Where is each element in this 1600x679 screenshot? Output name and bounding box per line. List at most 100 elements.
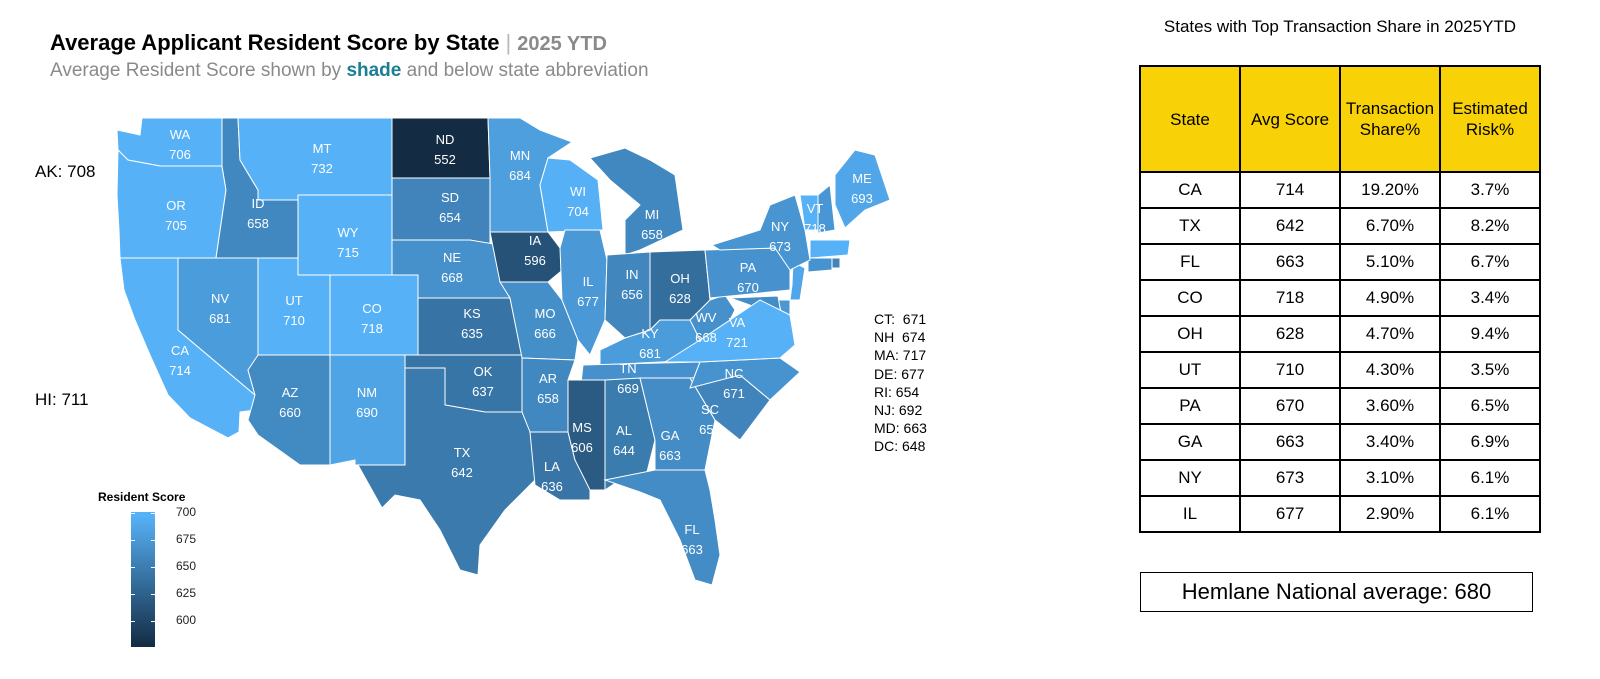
header-avg-score: Avg Score — [1239, 65, 1341, 173]
legend-tick-mark — [151, 540, 155, 541]
color-legend: Resident Score 700 675 650 625 600 — [98, 490, 196, 647]
state-score-mo: 666 — [534, 326, 556, 341]
state-score-nv: 681 — [209, 311, 231, 326]
state-label-wy: WY — [338, 225, 359, 240]
state-label-tn: TN — [619, 361, 636, 376]
cell-state: PA — [1139, 387, 1241, 425]
state-label-pa: PA — [740, 260, 757, 275]
cell-state: CO — [1139, 279, 1241, 317]
state-label-nc: NC — [725, 366, 744, 381]
state-score-la: 636 — [541, 479, 563, 494]
cell-avg-score: 628 — [1239, 315, 1341, 353]
legend-tick-mark — [131, 540, 135, 541]
cell-transaction-share: 5.10% — [1339, 243, 1441, 281]
cell-transaction-share: 3.40% — [1339, 423, 1441, 461]
legend-body: 700 675 650 625 600 — [98, 505, 196, 647]
legend-tick-mark — [151, 621, 155, 622]
cell-avg-score: 710 — [1239, 351, 1341, 389]
table-header-row: State Avg Score Transaction Share% Estim… — [1139, 65, 1541, 173]
state-score-ia: 596 — [524, 253, 546, 268]
header-state: State — [1139, 65, 1241, 173]
state-score-sc: 654 — [699, 422, 721, 437]
state-label-oh: OH — [670, 271, 690, 286]
state-score-mn: 684 — [509, 168, 531, 183]
cell-avg-score: 663 — [1239, 423, 1341, 461]
state-score-nd: 552 — [434, 152, 456, 167]
state-score-az: 660 — [279, 405, 301, 420]
state-mi — [589, 147, 684, 256]
state-score-ny: 673 — [769, 239, 791, 254]
state-wv — [689, 294, 736, 341]
header-transaction-share: Transaction Share% — [1339, 65, 1441, 173]
cell-state: IL — [1139, 495, 1241, 533]
state-score-oh: 628 — [669, 291, 691, 306]
cell-transaction-share: 4.90% — [1339, 279, 1441, 317]
state-ct — [807, 257, 833, 273]
state-label-vt: VT — [807, 201, 824, 216]
table-row: TX 642 6.70% 8.2% — [1139, 207, 1541, 245]
state-score-ut: 710 — [283, 313, 305, 328]
legend-tick-mark — [151, 513, 155, 514]
chart-subtitle: Average Resident Score shown by shade an… — [50, 60, 649, 82]
hawaii-score-label: HI: 711 — [35, 390, 89, 409]
us-choropleth-map: WA 706 OR 705 CA 714 ID 658 NV 681 MT 732 WY 715 UT 710… — [116, 117, 891, 586]
cell-state: OH — [1139, 315, 1241, 353]
state-label-ia: IA — [529, 233, 542, 248]
states-layer — [116, 117, 891, 586]
table-row: PA 670 3.60% 6.5% — [1139, 387, 1541, 425]
small-state-item: MD: 663 — [874, 420, 927, 437]
chart-title: Average Applicant Resident Score by Stat… — [50, 30, 500, 55]
state-score-ms: 606 — [571, 440, 593, 455]
table-row: UT 710 4.30% 3.5% — [1139, 351, 1541, 389]
state-ri — [831, 257, 841, 269]
legend-title: Resident Score — [98, 490, 186, 504]
state-il — [559, 229, 608, 356]
state-label-ar: AR — [539, 371, 557, 386]
cell-transaction-share: 4.70% — [1339, 315, 1441, 353]
state-score-ne: 668 — [441, 270, 463, 285]
cell-estimated-risk: 8.2% — [1439, 207, 1541, 245]
state-label-va: VA — [729, 315, 746, 330]
state-nd — [391, 117, 491, 179]
state-label-in: IN — [626, 267, 639, 282]
state-ny — [710, 194, 811, 271]
state-label-mo: MO — [535, 306, 556, 321]
state-score-or: 705 — [165, 218, 187, 233]
state-score-nc: 671 — [723, 386, 745, 401]
state-score-mi: 658 — [641, 227, 663, 242]
table-row: IL 677 2.90% 6.1% — [1139, 495, 1541, 533]
state-label-id: ID — [252, 196, 265, 211]
small-state-item: NJ: 692 — [874, 402, 923, 419]
cell-transaction-share: 2.90% — [1339, 495, 1441, 533]
title-separator: | — [505, 30, 512, 55]
state-label-or: OR — [166, 198, 186, 213]
state-score-vt: 718 — [804, 221, 826, 236]
alaska-score-label: AK: 708 — [35, 162, 96, 181]
legend-tick-mark — [151, 594, 155, 595]
state-label-co: CO — [362, 301, 382, 316]
state-label-wv: WV — [696, 310, 717, 325]
cell-estimated-risk: 6.5% — [1439, 387, 1541, 425]
legend-tick-label: 600 — [176, 613, 197, 627]
state-score-mt: 732 — [311, 161, 333, 176]
table-row: CA 714 19.20% 3.7% — [1139, 171, 1541, 209]
state-label-nm: NM — [357, 385, 377, 400]
state-label-ok: OK — [474, 364, 493, 379]
cell-state: UT — [1139, 351, 1241, 389]
cell-estimated-risk: 6.9% — [1439, 423, 1541, 461]
state-wi — [539, 157, 604, 233]
cell-transaction-share: 4.30% — [1339, 351, 1441, 389]
cell-avg-score: 714 — [1239, 171, 1341, 209]
state-score-co: 718 — [361, 321, 383, 336]
legend-tick-mark — [151, 567, 155, 568]
state-label-ca: CA — [171, 343, 189, 358]
legend-tick-label: 650 — [176, 559, 197, 573]
state-mt — [237, 117, 393, 201]
cell-avg-score: 718 — [1239, 279, 1341, 317]
state-score-ks: 635 — [461, 326, 483, 341]
state-label-wi: WI — [570, 184, 586, 199]
cell-avg-score: 670 — [1239, 387, 1341, 425]
state-score-ok: 637 — [472, 384, 494, 399]
state-label-fl: FL — [684, 522, 699, 537]
state-label-me: ME — [852, 171, 872, 186]
